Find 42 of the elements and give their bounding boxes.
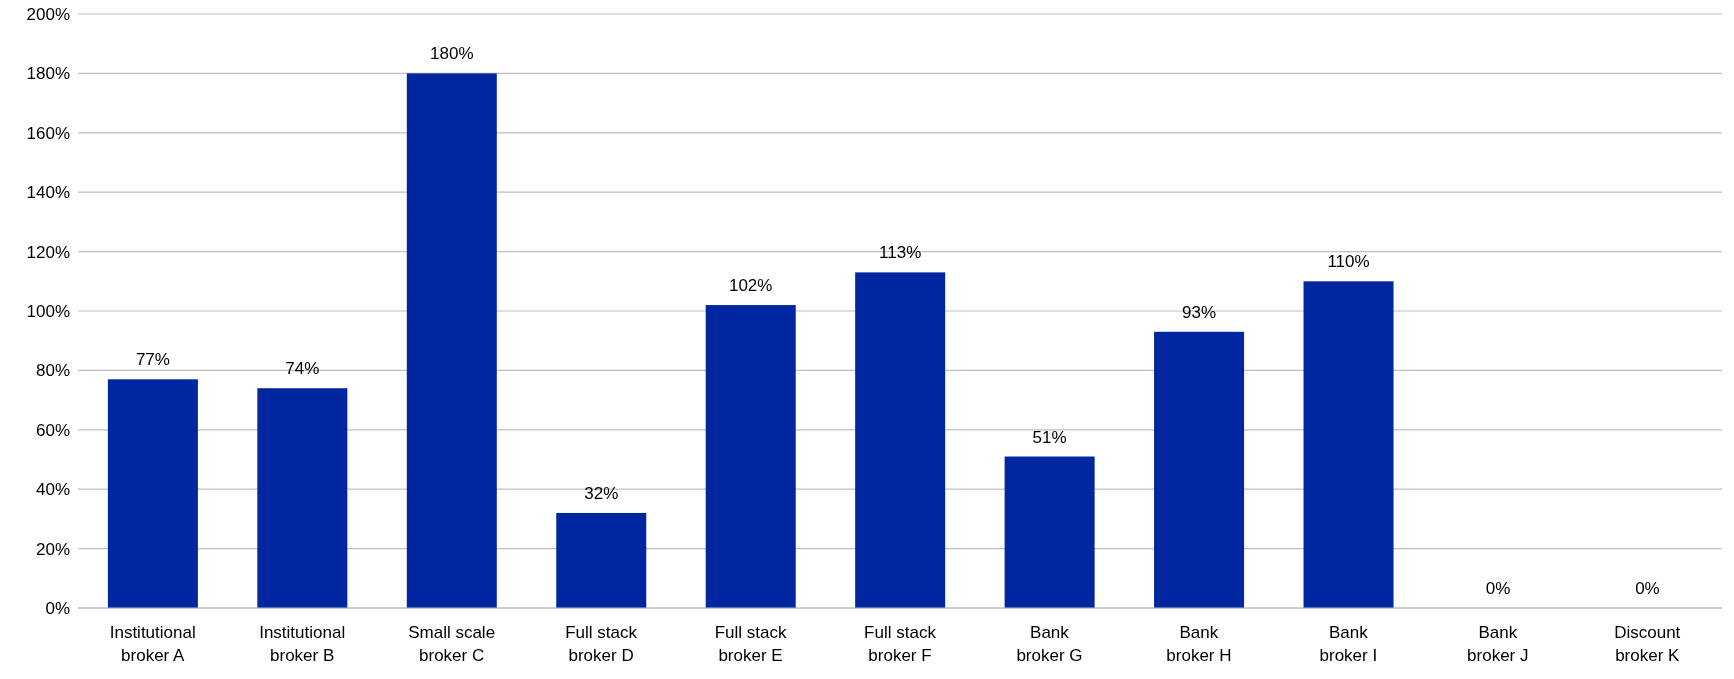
x-tick-label: Discount broker K [1614, 623, 1681, 665]
bar [556, 512, 647, 608]
y-tick-label: 100% [26, 302, 70, 322]
bar [107, 379, 198, 608]
data-label: 32% [584, 483, 619, 503]
y-tick-label: 40% [35, 480, 70, 500]
x-tick-label: Bank broker G [1016, 623, 1083, 665]
data-label: 180% [430, 44, 474, 64]
data-label: 113% [879, 243, 922, 263]
bar [1004, 456, 1095, 608]
data-label: 77% [135, 350, 170, 370]
y-tick-label: 120% [26, 242, 70, 262]
x-tick-label: Full stack broker F [864, 623, 937, 665]
data-label: 0% [1635, 579, 1660, 598]
y-tick-label: 20% [35, 539, 70, 559]
y-tick-label: 80% [35, 361, 70, 381]
x-tick-label: Institutional broker B [259, 623, 346, 665]
x-tick-label: Small scale broker C [408, 623, 496, 665]
data-label: 102% [728, 276, 773, 296]
data-label: 93% [1182, 302, 1217, 322]
data-label: 0% [1485, 579, 1511, 598]
x-tick-label: Bank broker H [1166, 623, 1232, 665]
y-tick-label: 180% [26, 64, 70, 84]
x-tick-label: Institutional broker A [109, 623, 196, 665]
data-label: 110% [1327, 252, 1370, 272]
x-tick-label: Bank broker J [1467, 623, 1529, 665]
x-tick-label: Full stack broker E [714, 623, 787, 665]
y-tick-label: 160% [26, 123, 70, 143]
bar [1303, 281, 1394, 608]
data-label: 51% [1032, 427, 1067, 447]
x-tick-label: Bank broker I [1319, 623, 1378, 665]
bar [855, 272, 946, 608]
x-tick-label: Full stack broker D [565, 623, 638, 665]
data-label: 74% [285, 359, 320, 379]
y-tick-label: 200% [26, 5, 70, 25]
y-tick-label: 60% [35, 420, 70, 440]
bar [257, 388, 348, 608]
bar [406, 73, 497, 608]
bar [1154, 331, 1245, 608]
y-tick-label: 0% [45, 599, 70, 619]
y-tick-label: 140% [26, 183, 70, 203]
bar [705, 305, 796, 608]
